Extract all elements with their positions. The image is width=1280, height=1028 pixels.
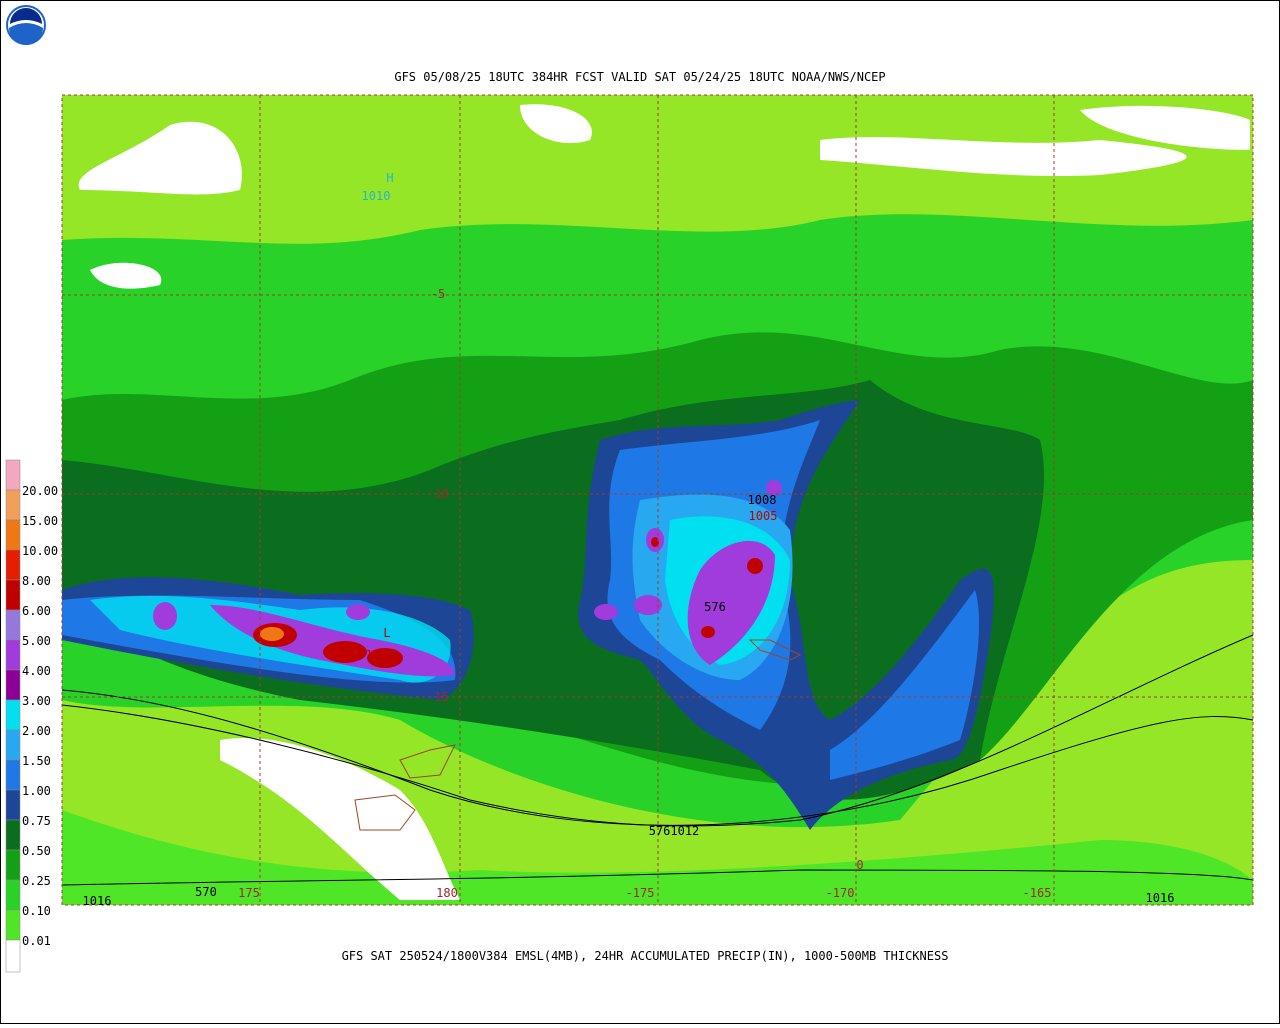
legend-swatch: [5, 519, 21, 551]
legend-label: 1.50: [22, 754, 51, 768]
lon-label: -165: [1023, 886, 1052, 900]
legend-label: 2.00: [22, 724, 51, 738]
annotation: 1016: [1146, 891, 1175, 905]
legend-label: 8.00: [22, 574, 51, 588]
legend-label: 5.00: [22, 634, 51, 648]
legend-swatch: [5, 819, 21, 851]
legend-label: 20.00: [22, 484, 58, 498]
legend-swatch: [5, 759, 21, 791]
noaa-logo: [6, 5, 46, 45]
legend-label: 0.25: [22, 874, 51, 888]
annotation: 1008: [748, 493, 777, 507]
caption: GFS SAT 250524/1800V384 EMSL(4MB), 24HR …: [342, 949, 949, 963]
annotation: 0: [856, 858, 863, 872]
annotation: L: [383, 626, 390, 640]
legend-label: 0.01: [22, 934, 51, 948]
annotation: H: [386, 171, 393, 185]
title: GFS 05/08/25 18UTC 384HR FCST VALID SAT …: [394, 70, 885, 84]
annotation: 1008: [366, 648, 395, 662]
lat-label: -10: [427, 487, 449, 501]
legend: 20.00 15.00 10.00 8.00 6.00 5.00 4.00 3.00 2.00 1…: [5, 459, 58, 973]
annotation: 1016: [83, 894, 112, 908]
legend-label: 0.75: [22, 814, 51, 828]
legend-swatch: [5, 489, 21, 521]
legend-swatch: [5, 849, 21, 881]
legend-swatch: [5, 939, 21, 973]
legend-label: 15.00: [22, 514, 58, 528]
legend-label: 10.00: [22, 544, 58, 558]
annotation: 5761012: [649, 824, 700, 838]
legend-label: 4.00: [22, 664, 51, 678]
lon-label: 180: [436, 886, 458, 900]
lon-label: 175: [238, 886, 260, 900]
legend-swatch: [5, 789, 21, 821]
lon-label: -175: [626, 886, 655, 900]
legend-label: 1.00: [22, 784, 51, 798]
annotation: 1005: [749, 509, 778, 523]
legend-swatch: [5, 909, 21, 941]
annotation: 570: [195, 885, 217, 899]
legend-swatch: [5, 669, 21, 701]
legend-swatch: [5, 639, 21, 671]
lon-label: -170: [826, 886, 855, 900]
legend-label: 0.50: [22, 844, 51, 858]
graticule: [61, 94, 1254, 906]
legend-swatch: [5, 549, 21, 581]
annotation: 576: [704, 600, 726, 614]
legend-label: 0.10: [22, 904, 51, 918]
legend-label: 6.00: [22, 604, 51, 618]
map-area: [61, 94, 1254, 906]
legend-label: 3.00: [22, 694, 51, 708]
legend-swatch: [5, 579, 21, 611]
legend-swatch: [5, 699, 21, 731]
legend-swatch: [5, 729, 21, 761]
legend-swatch: [5, 459, 21, 491]
lat-label: -15: [427, 690, 449, 704]
lat-label: -5: [431, 287, 445, 301]
annotation: 1010: [362, 189, 391, 203]
legend-swatch: [5, 609, 21, 641]
legend-swatch: [5, 879, 21, 911]
